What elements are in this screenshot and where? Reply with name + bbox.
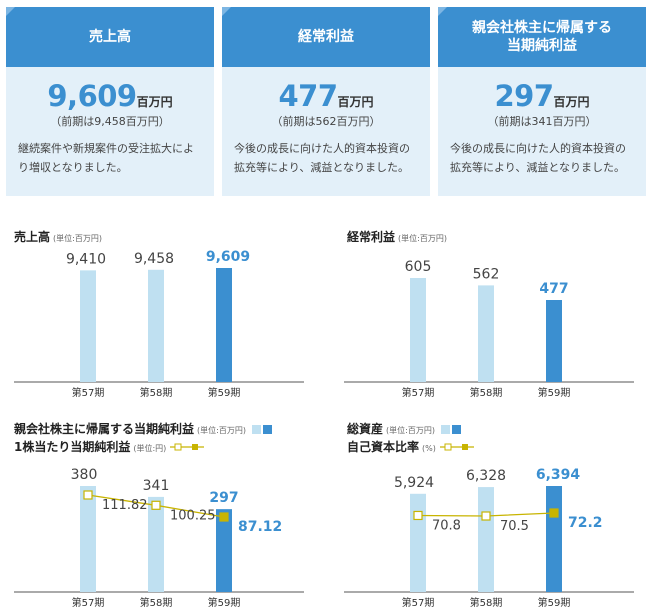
legend-swatch-light: [252, 425, 262, 434]
bar: [546, 486, 562, 592]
data-label: 9,458: [134, 251, 174, 267]
data-label: 605: [405, 259, 432, 275]
kpi-previous: （前期は341百万円）: [487, 115, 597, 128]
bar: [216, 268, 232, 382]
kpi-description: 今後の成長に向けた人的資本投資の拡充等により、減益となりました。: [450, 142, 626, 174]
line-data-label: 70.5: [500, 519, 529, 534]
ordinary-profit-bar-chart: 605 第57期 562 第58期 477 第59期: [344, 259, 634, 399]
sales-bar-chart: 9,410 第57期 9,458 第58期 9,609 第59期: [14, 249, 304, 399]
kpi-card-title: 親会社株主に帰属する当期純利益: [438, 7, 646, 67]
line-data-label: 72.2: [568, 515, 603, 531]
data-label: 297: [209, 490, 238, 506]
line-point: [219, 512, 229, 522]
kpi-unit: 百万円: [337, 95, 374, 109]
data-label: 9,609: [206, 249, 250, 265]
kpi-card-sales: 売上高 9,609百万円 （前期は9,458百万円） 継続案件や新規案件の受注拡…: [6, 7, 214, 196]
x-tick-label: 第59期: [208, 386, 241, 399]
bar: [546, 300, 562, 382]
kpi-value: 297: [494, 79, 554, 113]
data-label: 9,410: [66, 251, 106, 267]
bar: [478, 487, 494, 592]
line-data-label: 111.82: [102, 498, 148, 513]
line-data-label: 70.8: [432, 518, 461, 533]
chart-title-sales: 売上高 (単位:百万円): [14, 230, 102, 244]
kpi-unit: 百万円: [136, 95, 173, 109]
x-tick-label: 第57期: [72, 596, 105, 609]
x-tick-label: 第59期: [208, 596, 241, 609]
bar: [80, 486, 96, 592]
line-point: [549, 508, 559, 518]
bar: [410, 278, 426, 382]
legend-swatch-light: [441, 425, 451, 434]
x-tick-label: 第58期: [140, 386, 173, 399]
kpi-value-row: 297百万円: [438, 79, 646, 113]
kpi-card-title: 経常利益: [222, 7, 430, 67]
x-tick-label: 第57期: [402, 596, 435, 609]
kpi-card-net-income: 親会社株主に帰属する当期純利益 297百万円 （前期は341百万円） 今後の成長…: [438, 7, 646, 196]
data-label: 562: [473, 266, 500, 282]
line-point: [83, 490, 93, 500]
x-tick-label: 第59期: [538, 596, 571, 609]
kpi-value: 477: [278, 79, 338, 113]
kpi-card-title: 売上高: [6, 7, 214, 67]
total-assets-combo-chart: 5,924 第57期 6,328 第58期 6,394 第59期 70.8 70.5 72.2: [344, 467, 634, 609]
bar: [148, 496, 164, 592]
bar: [478, 285, 494, 382]
bar: [80, 270, 96, 382]
bar: [216, 509, 232, 592]
chart-title-equity-ratio: 自己資本比率 (%): [347, 438, 475, 455]
data-label: 5,924: [394, 475, 434, 491]
line-point: [413, 510, 423, 521]
kpi-value: 9,609: [47, 79, 137, 113]
kpi-unit: 百万円: [553, 95, 590, 109]
kpi-description: 継続案件や新規案件の受注拡大により増収となりました。: [18, 142, 194, 174]
data-label: 341: [143, 478, 170, 494]
bar: [410, 493, 426, 592]
chart-title-eps: 1株当たり当期純利益 (単位:円): [14, 438, 205, 455]
chart-title-net-income: 親会社株主に帰属する当期純利益 (単位:百万円): [14, 420, 273, 437]
kpi-value-row: 9,609百万円: [6, 79, 214, 113]
legend-swatch-accent: [263, 425, 273, 434]
legend-swatch-accent: [452, 425, 462, 434]
bar: [148, 269, 164, 382]
data-label: 477: [539, 281, 568, 297]
kpi-value-row: 477百万円: [222, 79, 430, 113]
x-tick-label: 第58期: [470, 596, 503, 609]
kpi-previous: （前期は562百万円）: [271, 115, 381, 128]
chart-title-total-assets: 総資産 (単位:百万円): [347, 420, 462, 437]
kpi-description: 今後の成長に向けた人的資本投資の拡充等により、減益となりました。: [234, 142, 410, 174]
chart-title-ordinary-profit: 経常利益 (単位:百万円): [347, 230, 447, 244]
data-label: 6,394: [536, 467, 581, 483]
data-label: 380: [71, 467, 98, 483]
line-data-label: 87.12: [238, 519, 282, 535]
legend-line-marker: [440, 443, 475, 451]
x-tick-label: 第57期: [72, 386, 105, 399]
data-label: 6,328: [466, 468, 506, 484]
x-tick-label: 第59期: [538, 386, 571, 399]
legend-line-marker: [170, 443, 205, 451]
x-tick-label: 第57期: [402, 386, 435, 399]
line-data-label: 100.25: [170, 508, 216, 523]
x-tick-label: 第58期: [470, 386, 503, 399]
kpi-previous: （前期は9,458百万円）: [50, 115, 170, 128]
net-income-combo-chart: 380 第57期 341 第58期 297 第59期 111.82 100.25 87.12: [14, 467, 304, 609]
x-tick-label: 第58期: [140, 596, 173, 609]
line-point: [481, 511, 491, 521]
line-point: [151, 500, 161, 510]
kpi-card-ordinary-profit: 経常利益 477百万円 （前期は562百万円） 今後の成長に向けた人的資本投資の…: [222, 7, 430, 196]
